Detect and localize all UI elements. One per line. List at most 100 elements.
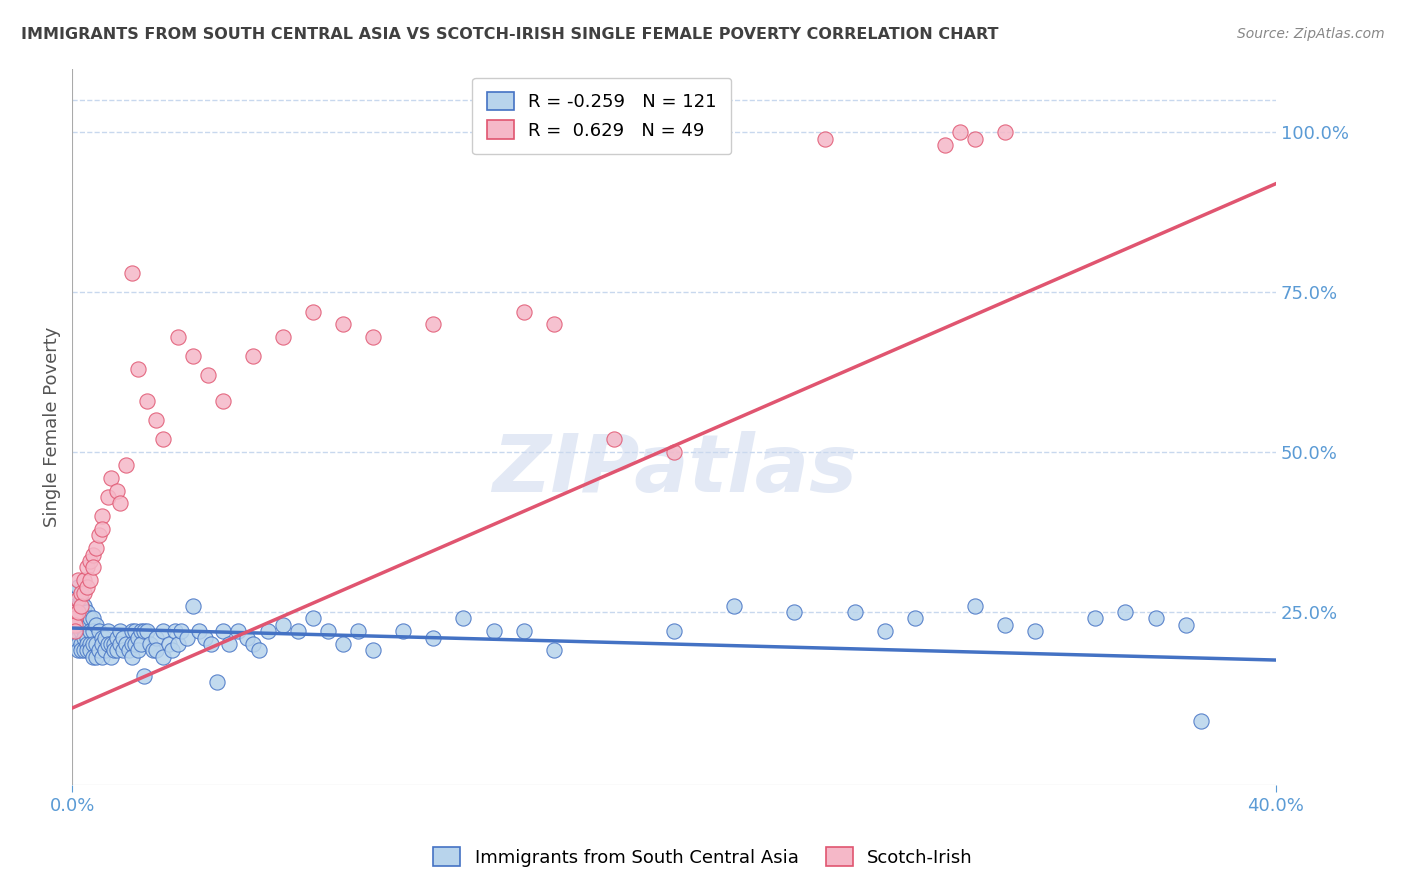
Point: [84, 637, 107, 651]
Point: [543, 318, 565, 332]
Point: [361, 643, 384, 657]
Point: [422, 318, 444, 332]
Point: [70, 586, 93, 600]
Point: [65, 618, 87, 632]
Point: [82, 611, 104, 625]
Point: [76, 560, 98, 574]
Point: [134, 624, 156, 639]
Point: [166, 637, 188, 651]
Point: [512, 624, 534, 639]
Point: [73, 618, 96, 632]
Point: [67, 599, 90, 613]
Point: [332, 318, 354, 332]
Point: [84, 618, 107, 632]
Text: Source: ZipAtlas.com: Source: ZipAtlas.com: [1237, 27, 1385, 41]
Point: [65, 611, 87, 625]
Point: [65, 611, 87, 625]
Legend: Immigrants from South Central Asia, Scotch-Irish: Immigrants from South Central Asia, Scot…: [426, 840, 980, 874]
Point: [160, 643, 183, 657]
Point: [1144, 611, 1167, 625]
Point: [79, 611, 101, 625]
Point: [453, 611, 475, 625]
Point: [70, 637, 93, 651]
Point: [76, 618, 98, 632]
Point: [65, 624, 87, 639]
Point: [1189, 714, 1212, 728]
Point: [218, 637, 240, 651]
Point: [65, 605, 87, 619]
Point: [76, 643, 98, 657]
Point: [67, 631, 90, 645]
Point: [91, 522, 114, 536]
Point: [65, 618, 87, 632]
Point: [67, 573, 90, 587]
Point: [73, 573, 96, 587]
Point: [67, 605, 90, 619]
Point: [70, 624, 93, 639]
Point: [136, 624, 159, 639]
Point: [256, 624, 278, 639]
Point: [82, 637, 104, 651]
Point: [131, 624, 153, 639]
Point: [127, 631, 149, 645]
Point: [226, 624, 249, 639]
Point: [152, 649, 174, 664]
Point: [302, 611, 325, 625]
Point: [89, 624, 111, 639]
Point: [873, 624, 896, 639]
Point: [194, 631, 217, 645]
Point: [127, 643, 149, 657]
Point: [152, 433, 174, 447]
Point: [79, 554, 101, 568]
Point: [105, 643, 128, 657]
Point: [97, 490, 120, 504]
Point: [89, 528, 111, 542]
Point: [271, 618, 294, 632]
Point: [124, 624, 146, 639]
Point: [73, 631, 96, 645]
Point: [157, 637, 180, 651]
Point: [316, 624, 339, 639]
Point: [783, 605, 806, 619]
Point: [94, 631, 117, 645]
Point: [205, 675, 228, 690]
Point: [103, 643, 125, 657]
Point: [103, 637, 125, 651]
Point: [994, 618, 1017, 632]
Point: [934, 138, 956, 153]
Point: [118, 643, 141, 657]
Point: [84, 541, 107, 556]
Point: [904, 611, 927, 625]
Point: [169, 624, 191, 639]
Point: [124, 637, 146, 651]
Point: [67, 643, 90, 657]
Point: [100, 637, 122, 651]
Point: [89, 643, 111, 657]
Point: [121, 637, 143, 651]
Point: [347, 624, 370, 639]
Point: [603, 433, 626, 447]
Point: [112, 643, 135, 657]
Point: [84, 649, 107, 664]
Point: [134, 669, 156, 683]
Point: [181, 349, 204, 363]
Point: [242, 637, 264, 651]
Point: [392, 624, 415, 639]
Point: [100, 649, 122, 664]
Point: [115, 458, 138, 472]
Point: [136, 394, 159, 409]
Point: [662, 624, 685, 639]
Point: [91, 509, 114, 524]
Point: [844, 605, 866, 619]
Point: [70, 611, 93, 625]
Point: [163, 624, 186, 639]
Point: [91, 649, 114, 664]
Point: [70, 592, 93, 607]
Point: [422, 631, 444, 645]
Point: [121, 624, 143, 639]
Point: [73, 599, 96, 613]
Point: [65, 599, 87, 613]
Point: [65, 624, 87, 639]
Point: [91, 637, 114, 651]
Point: [67, 618, 90, 632]
